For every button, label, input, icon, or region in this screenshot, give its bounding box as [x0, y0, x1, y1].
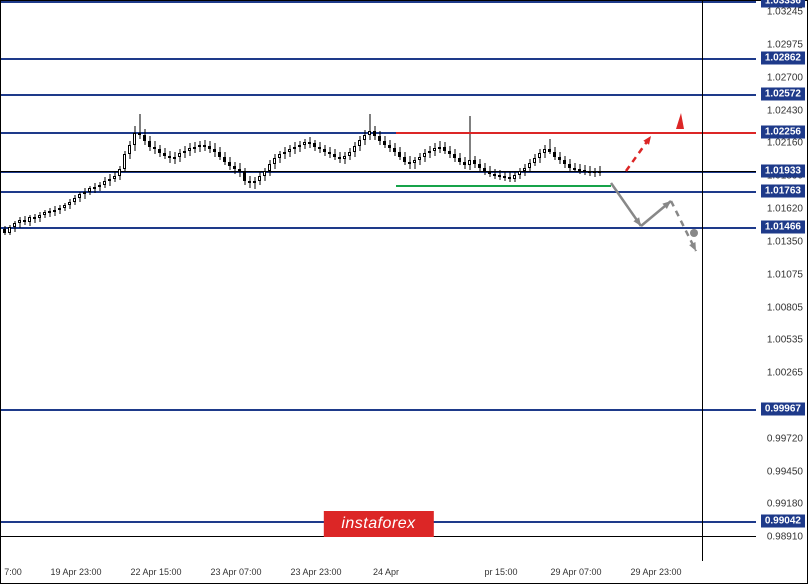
x-tick-label: 22 Apr 15:00 — [130, 567, 181, 577]
x-tick-label: 19 Apr 23:00 — [50, 567, 101, 577]
level-label: 1.02862 — [761, 52, 805, 65]
gray-dot-icon — [690, 229, 698, 237]
x-axis: 7:00 19 Apr 23:00 22 Apr 15:00 23 Apr 07:00… — [1, 559, 756, 583]
level-label: 1.01466 — [761, 221, 805, 234]
y-tick-label: 1.02430 — [767, 105, 803, 116]
level-line — [1, 409, 756, 411]
level-label: 1.01763 — [761, 185, 805, 198]
y-tick-label: 1.00535 — [767, 335, 803, 346]
y-tick-label: 1.02700 — [767, 73, 803, 84]
x-tick-label: 24 Apr — [373, 567, 399, 577]
y-tick-label: 0.99450 — [767, 466, 803, 477]
x-tick-label: 23 Apr 07:00 — [210, 567, 261, 577]
y-tick-label: 0.99720 — [767, 433, 803, 444]
x-tick-label: pr 15:00 — [484, 567, 517, 577]
y-tick-label: 0.98910 — [767, 532, 803, 543]
plot-area: instaforex — [1, 1, 756, 561]
y-tick-label: 1.00265 — [767, 367, 803, 378]
axis-border-right — [702, 1, 703, 561]
x-tick-label: 29 Apr 23:00 — [630, 567, 681, 577]
level-label: 0.99042 — [761, 515, 805, 528]
level-label: 1.02572 — [761, 87, 805, 100]
level-label: 1.02256 — [761, 125, 805, 138]
x-tick-label: 29 Apr 07:00 — [550, 567, 601, 577]
level-label: 0.99967 — [761, 402, 805, 415]
red-triangle-icon — [676, 113, 684, 129]
y-tick-label: 1.00805 — [767, 302, 803, 313]
y-tick-label: 1.01350 — [767, 236, 803, 247]
y-tick-label: 1.01075 — [767, 269, 803, 280]
x-tick-label: 7:00 — [4, 567, 22, 577]
level-line — [1, 227, 756, 229]
level-label: 1.03336 — [761, 0, 805, 8]
y-tick-label: 1.02975 — [767, 39, 803, 50]
level-line — [1, 58, 756, 60]
y-tick-label: 1.03245 — [767, 7, 803, 18]
level-line — [1, 94, 756, 96]
chart-container: instaforex 1.03245 1.02975 1.02700 1.02430 1… — [0, 0, 808, 584]
y-tick-label: 1.02160 — [767, 138, 803, 149]
y-axis: 1.032451.029751.027001.024301.021601.018… — [754, 1, 807, 561]
y-tick-label: 0.99180 — [767, 499, 803, 510]
level-line — [1, 191, 756, 193]
arrows-overlay — [1, 1, 756, 561]
level-line — [1, 1, 756, 3]
y-tick-label: 1.01620 — [767, 203, 803, 214]
support-line — [396, 185, 611, 187]
watermark: instaforex — [323, 511, 433, 537]
level-label: 1.01933 — [761, 164, 805, 177]
x-tick-label: 23 Apr 23:00 — [290, 567, 341, 577]
